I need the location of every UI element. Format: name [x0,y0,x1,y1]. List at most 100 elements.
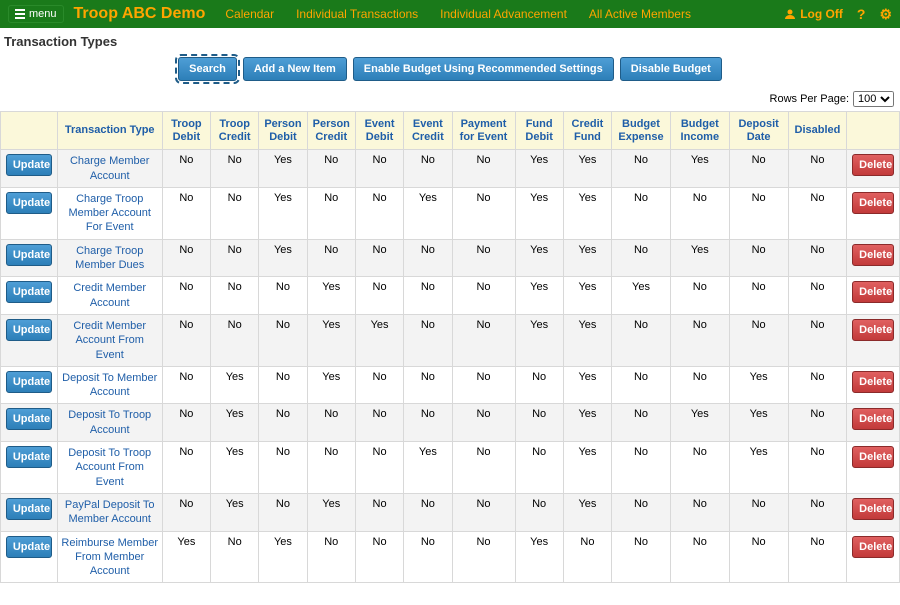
flag-cell: Yes [162,531,210,583]
col-person-credit[interactable]: Person Credit [313,118,350,143]
col-disabled[interactable]: Disabled [795,124,841,136]
table-row: UpdateCredit Member AccountNoNoNoYesNoNo… [1,277,900,315]
nav-links: Calendar Individual Transactions Individ… [225,7,784,21]
update-button[interactable]: Update [6,446,52,468]
flag-cell: No [452,404,515,442]
flag-cell: No [259,493,307,531]
flag-cell: No [259,442,307,494]
flag-cell: Yes [307,277,355,315]
transaction-type-link[interactable]: Deposit To Member Account [61,371,159,400]
update-button[interactable]: Update [6,498,52,520]
menu-label: menu [29,8,57,20]
flag-cell: No [452,531,515,583]
transaction-type-link[interactable]: Credit Member Account From Event [61,319,159,362]
col-event-debit[interactable]: Event Debit [365,118,395,143]
col-payment-for-event[interactable]: Payment for Event [460,118,508,143]
flag-cell: No [355,277,403,315]
update-button[interactable]: Update [6,192,52,214]
enable-budget-button[interactable]: Enable Budget Using Recommended Settings [353,57,614,81]
flag-cell: Yes [563,314,611,366]
transaction-type-link[interactable]: Reimburse Member From Member Account [61,536,159,579]
flag-cell: No [729,150,788,188]
col-budget-expense[interactable]: Budget Expense [618,118,663,143]
transaction-type-link[interactable]: Charge Member Account [61,154,159,183]
flag-cell: No [162,366,210,404]
flag-cell: Yes [307,366,355,404]
logoff-button[interactable]: Log Off [784,7,843,21]
flag-cell: No [355,366,403,404]
transaction-type-link[interactable]: Credit Member Account [61,281,159,310]
col-fund-debit[interactable]: Fund Debit [525,118,553,143]
hamburger-icon [15,9,25,19]
col-event-credit[interactable]: Event Credit [412,118,444,143]
col-person-debit[interactable]: Person Debit [264,118,301,143]
nav-all-active-members[interactable]: All Active Members [589,7,691,21]
search-button[interactable]: Search [178,57,237,81]
gear-icon[interactable]: ⚙ [879,6,892,23]
nav-individual-transactions[interactable]: Individual Transactions [296,7,418,21]
flag-cell: No [729,314,788,366]
nav-calendar[interactable]: Calendar [225,7,274,21]
flag-cell: No [162,442,210,494]
col-troop-debit[interactable]: Troop Debit [171,118,202,143]
delete-button[interactable]: Delete [852,154,894,176]
menu-button[interactable]: menu [8,5,64,23]
transaction-type-link[interactable]: Deposit To Troop Account From Event [61,446,159,489]
col-deposit-date[interactable]: Deposit Date [738,118,778,143]
update-button[interactable]: Update [6,371,52,393]
table-row: Update Deposit To Troop Account From Even… [1,442,900,494]
update-button[interactable]: Update [6,319,52,341]
col-delete-header [847,112,900,150]
delete-button[interactable]: Delete [852,192,894,214]
add-item-button[interactable]: Add a New Item [243,57,347,81]
col-budget-income[interactable]: Budget Income [681,118,720,143]
table-row: UpdateDeposit To Troop AccountNoYesNoNoN… [1,404,900,442]
user-icon [784,8,796,20]
flag-cell: No [307,442,355,494]
rows-per-page-select[interactable]: 100 [853,91,894,107]
update-button[interactable]: Update [6,244,52,266]
flag-cell: No [452,187,515,239]
delete-button[interactable]: Delete [852,371,894,393]
delete-button[interactable]: Delete [852,408,894,430]
flag-cell: Yes [729,442,788,494]
flag-cell: Yes [670,404,729,442]
delete-button[interactable]: Delete [852,319,894,341]
help-icon[interactable]: ? [857,6,866,22]
nav-individual-advancement[interactable]: Individual Advancement [440,7,567,21]
table-header-row: Transaction Type Troop Debit Troop Credi… [1,112,900,150]
table-row: Update Charge Troop Member Account For Ev… [1,187,900,239]
flag-cell: Yes [670,239,729,277]
flag-cell: No [259,314,307,366]
col-credit-fund[interactable]: Credit Fund [572,118,604,143]
delete-button[interactable]: Delete [852,536,894,558]
col-transaction-type[interactable]: Transaction Type [65,124,155,136]
delete-button[interactable]: Delete [852,244,894,266]
transaction-type-link[interactable]: PayPal Deposit To Member Account [61,498,159,527]
delete-button[interactable]: Delete [852,446,894,468]
table-row: Update Reimburse Member From Member Accou… [1,531,900,583]
flag-cell: No [670,442,729,494]
disable-budget-button[interactable]: Disable Budget [620,57,722,81]
brand-title: Troop ABC Demo [74,5,206,23]
delete-button[interactable]: Delete [852,281,894,303]
delete-button[interactable]: Delete [852,498,894,520]
flag-cell: No [670,366,729,404]
top-nav-bar: menu Troop ABC Demo Calendar Individual … [0,0,900,28]
flag-cell: No [307,239,355,277]
flag-cell: No [162,314,210,366]
update-button[interactable]: Update [6,408,52,430]
update-button[interactable]: Update [6,536,52,558]
col-troop-credit[interactable]: Troop Credit [219,118,251,143]
flag-cell: No [788,442,847,494]
update-button[interactable]: Update [6,154,52,176]
flag-cell: No [670,493,729,531]
transaction-type-link[interactable]: Deposit To Troop Account [61,408,159,437]
transaction-type-link[interactable]: Charge Troop Member Account For Event [61,192,159,235]
flag-cell: No [211,150,259,188]
transaction-type-link[interactable]: Charge Troop Member Dues [61,244,159,273]
flag-cell: Yes [515,531,563,583]
flag-cell: No [355,239,403,277]
update-button[interactable]: Update [6,281,52,303]
flag-cell: No [162,493,210,531]
